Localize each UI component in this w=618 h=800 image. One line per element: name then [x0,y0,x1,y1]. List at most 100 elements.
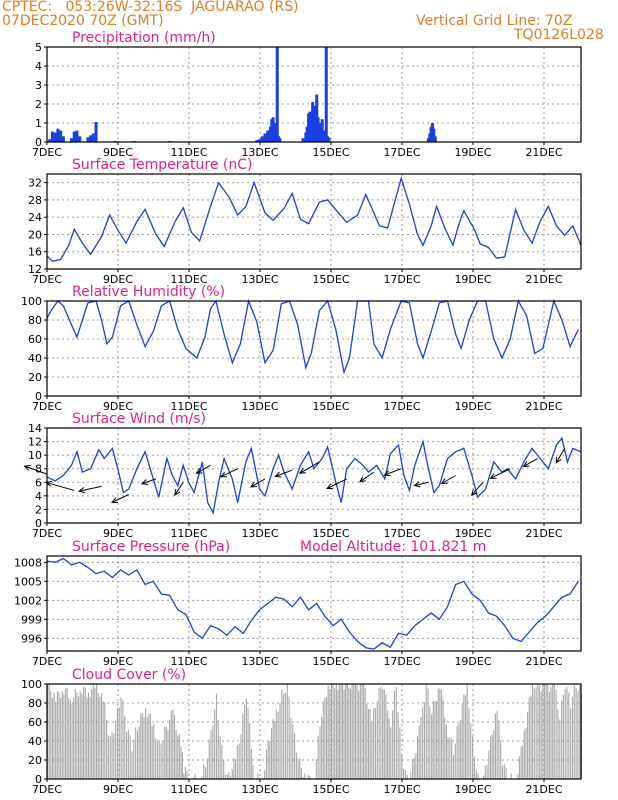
cloud-bar [434,700,436,779]
x-tick-label: 15DEC [312,146,349,159]
y-tick-label: 1008 [14,556,42,569]
header-line1: CPTEC: 053:26W-32:16S JAGUARAO (RS) [2,0,299,15]
cloud-bar [290,718,292,779]
cloud-bar [359,684,361,779]
cloud-bar [416,736,419,779]
x-tick-label: 21DEC [525,655,562,668]
wind-arrow [384,468,402,476]
cloud-bar [299,758,301,779]
cloud-bar [167,729,169,779]
cloud-bar [252,765,254,779]
y-tick-label: 80 [28,314,42,327]
cloud-bar [493,730,495,779]
y-tick-label: 4 [35,490,42,503]
cloud-bar [115,720,117,779]
cloud-bar [496,711,498,779]
x-tick-label: 21DEC [525,273,562,286]
y-tick-label: 80 [28,697,42,710]
cloud-bar [458,723,460,779]
cloud-bar [106,719,108,779]
x-tick-label: 19DEC [454,655,491,668]
cloud-bar [148,713,150,779]
y-tick-label: 12 [28,436,42,449]
y-tick-label: 6 [35,476,42,489]
cloud-bar [126,731,128,779]
cloud-bar [373,708,375,779]
cloud-bar [447,737,449,779]
wind-arrow [250,478,266,488]
x-tick-label: 15DEC [312,273,349,286]
cloud-bar [89,697,91,779]
cloud-bar [340,684,342,779]
wind-arrow-head [555,456,562,464]
cloud-bar [294,733,296,779]
wind-arrow [78,485,102,492]
cloud-bar [194,773,196,779]
cloud-bar [317,735,319,779]
cloud-bar [420,717,422,779]
cloud-bar [138,726,140,779]
x-tick-label: 9DEC [103,400,133,413]
cloud-bar [460,719,462,779]
y-tick-label: 2 [35,503,42,516]
cloud-bar [490,736,492,779]
cloud-bar [111,731,113,779]
cloud-bar [432,701,434,779]
cloud-bar [345,684,347,779]
y-tick-label: 996 [21,632,42,645]
cloud-bar [302,776,304,779]
precip-bar [263,133,267,142]
cloud-bar [309,775,311,779]
cloud-bar [53,692,55,779]
cloud-bar [378,688,380,779]
cloud-bar [501,765,504,779]
cloud-bar [454,744,456,779]
cloud-bar [165,726,167,779]
wind-arrow-head [298,467,306,474]
cloud-bar [548,692,550,779]
series-line [46,176,582,262]
wind-arrow-head [413,481,421,488]
precip-bar [89,135,93,142]
cloud-bar [392,710,394,779]
cloud-bar [579,685,581,779]
cloud-bar [297,761,299,779]
cloud-bar [272,718,274,779]
cloud-bar [573,684,575,779]
cloud-bar [436,701,438,779]
cloud-bar [73,698,75,779]
cloud-bar [292,724,294,779]
wind-arrow-head [522,461,530,468]
cloud-bar [557,709,559,779]
cloud-bar [533,688,535,779]
y-tick-label: 12 [28,263,42,276]
x-tick-label: 9DEC [103,273,133,286]
wind-arrow [555,448,566,464]
cloud-bar [539,685,541,779]
panel-4: 996 999 1002 1005 1008 7DEC 9DEC 11DEC 13DEC 15DE… [14,539,582,668]
wind-arrow [441,475,456,484]
x-tick-label: 17DEC [383,400,420,413]
cloud-bar [267,741,269,779]
precip-bar [258,139,262,142]
cloud-bar [277,711,279,779]
x-tick-label: 7DEC [32,400,62,413]
cloud-bar [510,773,512,779]
cloud-bar [50,691,52,779]
cloud-bar [452,754,455,779]
cloud-bar [387,710,389,779]
panel-5: 0 20 40 60 80 100 7DEC 9DEC 11DEC 13DEC 15DEC 17DEC… [21,667,583,796]
cloud-bar [63,694,65,779]
cloud-bar [223,760,225,779]
cloud-bar [94,687,96,779]
cloud-bar [488,750,490,779]
cloud-bar [543,684,546,779]
x-tick-label: 11DEC [170,400,207,413]
y-tick-label: 24 [28,211,42,224]
cloud-bar [219,736,221,779]
x-tick-label: 13DEC [241,783,278,796]
wind-arrow-head [358,476,366,483]
precip-bar [275,47,279,142]
y-tick-label: 4 [35,60,42,73]
